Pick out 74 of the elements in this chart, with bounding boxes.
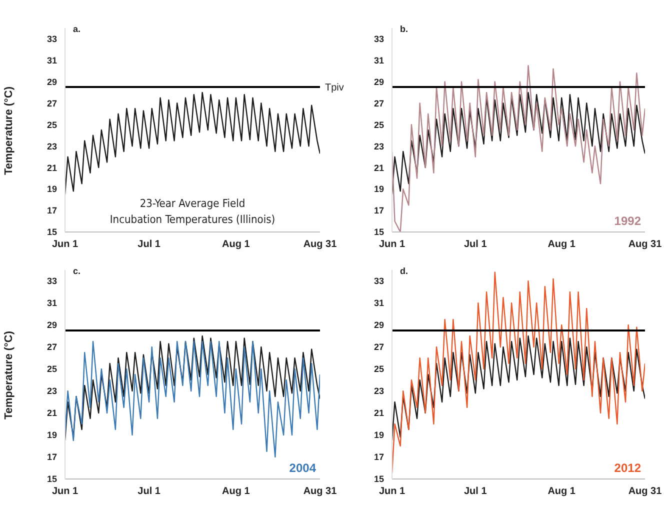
y-tick-label: 15 bbox=[374, 474, 384, 484]
y-axis-title: Temperature (°C) bbox=[2, 330, 15, 420]
y-tick-label: 21 bbox=[46, 162, 57, 173]
y-tick-label: 23 bbox=[374, 386, 384, 396]
y-tick-label: 17 bbox=[46, 452, 57, 462]
x-tick-label: Aug 31 bbox=[628, 239, 662, 250]
x-tick-label: Jul 1 bbox=[138, 486, 161, 498]
y-tick-label: 19 bbox=[46, 184, 57, 194]
y-tick-label: 27 bbox=[374, 98, 384, 108]
y-tick-label: 19 bbox=[374, 430, 384, 440]
text: 2012 bbox=[614, 461, 641, 475]
line-series bbox=[392, 335, 645, 442]
y-tick-label: 17 bbox=[374, 452, 384, 462]
line-series bbox=[65, 92, 320, 196]
x-tick-label: Aug 1 bbox=[548, 486, 576, 498]
y-tick-label: 21 bbox=[374, 162, 384, 173]
x-tick-label: Aug 31 bbox=[628, 486, 662, 498]
annotation: b. bbox=[400, 24, 408, 34]
y-tick-label: 27 bbox=[46, 342, 57, 352]
x-tick-label: Aug 1 bbox=[548, 239, 576, 250]
y-tick-label: 33 bbox=[374, 34, 384, 44]
y-tick-label: 31 bbox=[46, 55, 57, 66]
y-tick-label: 29 bbox=[46, 76, 57, 87]
y-tick-label: 23 bbox=[46, 141, 57, 152]
y-tick-label: 21 bbox=[374, 408, 384, 418]
series-label: 2004 bbox=[289, 461, 316, 475]
y-tick-label: 23 bbox=[374, 141, 384, 152]
y-tick-label: 19 bbox=[46, 430, 57, 440]
y-tick-label: 17 bbox=[374, 206, 384, 216]
line-series bbox=[65, 335, 320, 442]
y-tick-label: 25 bbox=[374, 364, 384, 374]
x-tick-label: Jun 1 bbox=[52, 239, 78, 250]
x-tick-label: Jul 1 bbox=[464, 486, 488, 498]
y-tick-label: 23 bbox=[46, 386, 57, 396]
y-tick-label: 31 bbox=[46, 298, 57, 308]
x-tick-label: Jun 1 bbox=[52, 486, 78, 498]
y-tick-label: 15 bbox=[46, 227, 57, 238]
y-tick-label: 29 bbox=[374, 320, 384, 330]
annotation: d. bbox=[400, 266, 408, 276]
y-tick-label: 15 bbox=[46, 474, 57, 484]
y-tick-label: 15 bbox=[374, 227, 384, 238]
x-tick-label: Aug 1 bbox=[222, 486, 250, 498]
y-tick-label: 33 bbox=[374, 276, 384, 286]
y-tick-label: 27 bbox=[374, 342, 384, 352]
x-tick-label: Aug 31 bbox=[303, 486, 338, 498]
y-tick-label: 29 bbox=[46, 320, 57, 330]
annotation: 23-Year Average Field bbox=[138, 196, 246, 212]
text: 1992 bbox=[614, 214, 641, 228]
x-tick-label: Jul 1 bbox=[138, 239, 161, 250]
y-tick-label: 29 bbox=[374, 76, 384, 87]
ref-line-label: Tpiv bbox=[325, 82, 344, 94]
line-series bbox=[392, 64, 645, 232]
y-tick-label: 31 bbox=[374, 55, 384, 66]
line-series bbox=[65, 340, 320, 458]
y-tick-label: 25 bbox=[46, 364, 57, 374]
y-axis-title: Temperature (°C) bbox=[2, 86, 15, 175]
annotation: a. bbox=[73, 24, 81, 34]
annotation: c. bbox=[73, 266, 81, 276]
line-series bbox=[392, 92, 645, 196]
x-tick-label: Aug 31 bbox=[303, 239, 338, 250]
y-tick-label: 33 bbox=[46, 34, 57, 44]
y-tick-label: 31 bbox=[374, 298, 384, 308]
y-tick-label: 33 bbox=[46, 276, 57, 286]
y-tick-label: 21 bbox=[46, 408, 57, 418]
x-tick-label: Jun 1 bbox=[378, 486, 406, 498]
x-tick-label: Aug 1 bbox=[222, 239, 250, 250]
y-tick-label: 25 bbox=[46, 120, 57, 130]
y-tick-label: 19 bbox=[374, 184, 384, 194]
y-tick-label: 17 bbox=[46, 206, 57, 216]
y-tick-label: 27 bbox=[46, 98, 57, 108]
annotation: Incubation Temperatures (Illinois) bbox=[108, 212, 276, 228]
x-tick-label: Jul 1 bbox=[464, 239, 488, 250]
x-tick-label: Jun 1 bbox=[378, 239, 406, 250]
y-tick-label: 25 bbox=[374, 120, 384, 130]
